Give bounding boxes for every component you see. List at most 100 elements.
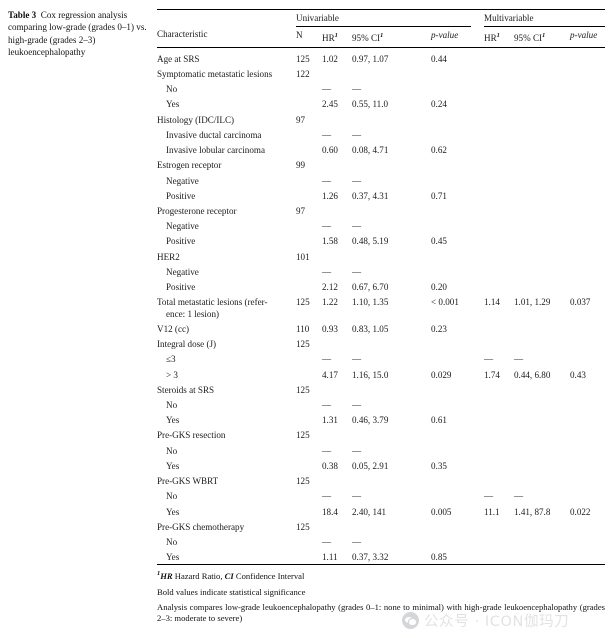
row-univariable-hr (322, 336, 352, 351)
row-gap (471, 218, 484, 233)
row-characteristic: No (166, 84, 178, 95)
row-multivariable-ci (514, 127, 570, 142)
row-univariable-hr: — (322, 266, 332, 277)
row-univariable-hr: — (322, 129, 332, 140)
table-caption-label: Table 3 (8, 10, 37, 20)
row-characteristic: Integral dose (J) (157, 339, 217, 350)
table-head: Univariable Multivariable Characteristic… (157, 9, 605, 49)
row-characteristic: No (166, 399, 178, 410)
row-multivariable-pvalue (570, 96, 605, 111)
row-multivariable-hr (484, 534, 514, 549)
row-multivariable-ci (514, 458, 570, 473)
row-univariable-ci (352, 427, 414, 442)
row-univariable-hr: — (322, 175, 332, 186)
row-univariable-hr: — (322, 491, 332, 502)
rule-top (157, 9, 605, 10)
row-multivariable-pvalue (570, 412, 605, 427)
col-header-gap (471, 26, 484, 47)
footnote-marker: 1 (157, 570, 161, 577)
row-multivariable-hr (484, 127, 514, 142)
row-univariable-ci (352, 203, 414, 218)
table-row: Yes 1.11 0.37, 3.32 0.85 (157, 549, 605, 565)
row-multivariable-ci: 1.41, 87.8 (514, 506, 551, 517)
table-row: Yes 2.45 0.55, 11.0 0.24 (157, 96, 605, 111)
row-univariable-ci (352, 519, 414, 534)
row-n (296, 351, 322, 366)
col-header-characteristic: Characteristic (157, 29, 208, 40)
row-characteristic: Steroids at SRS (157, 384, 215, 395)
row-univariable-hr: 2.45 (322, 99, 338, 110)
row-n: 125 (296, 384, 310, 395)
row-univariable-hr: — (322, 84, 332, 95)
row-multivariable-hr (484, 279, 514, 294)
row-univariable-pvalue: 0.24 (431, 99, 447, 110)
row-multivariable-pvalue (570, 48, 605, 66)
row-univariable-pvalue: 0.71 (431, 190, 447, 201)
table-row: No — — (157, 443, 605, 458)
row-characteristic: Pre-GKS WBRT (157, 476, 219, 487)
row-n (296, 96, 322, 111)
row-n: 99 (296, 160, 306, 171)
group-header-gap (471, 10, 484, 26)
row-univariable-hr: — (322, 399, 332, 410)
row-n (296, 127, 322, 142)
row-multivariable-hr (484, 172, 514, 187)
row-multivariable-hr (484, 249, 514, 264)
row-gap (471, 294, 484, 320)
row-univariable-pvalue (414, 519, 471, 534)
row-univariable-pvalue: 0.23 (431, 323, 447, 334)
row-multivariable-hr (484, 382, 514, 397)
row-multivariable-ci: 0.44, 6.80 (514, 369, 551, 380)
row-characteristic: Yes (166, 506, 180, 517)
row-multivariable-hr (484, 427, 514, 442)
row-multivariable-hr (484, 549, 514, 565)
row-univariable-ci: — (352, 175, 362, 186)
row-univariable-hr: 1.11 (322, 552, 338, 563)
group-header-multivariable: Multivariable (484, 10, 605, 27)
table-row: Integral dose (J) 125 (157, 336, 605, 351)
abbr-hr-definition: Hazard Ratio, (172, 570, 225, 581)
row-univariable-pvalue: 0.85 (431, 552, 447, 563)
row-multivariable-pvalue (570, 172, 605, 187)
row-univariable-pvalue: 0.44 (431, 53, 447, 64)
row-gap (471, 66, 484, 81)
table-row: No — — (157, 397, 605, 412)
row-univariable-hr: 1.58 (322, 236, 338, 247)
row-characteristic: Invasive lobular carcinoma (166, 145, 265, 156)
row-multivariable-ci (514, 249, 570, 264)
row-characteristic: Negative (166, 175, 199, 186)
row-multivariable-hr (484, 96, 514, 111)
row-univariable-hr (322, 427, 352, 442)
row-univariable-ci: 0.55, 11.0 (352, 99, 389, 110)
row-gap (471, 264, 484, 279)
row-univariable-ci (352, 111, 414, 126)
row-multivariable-pvalue (570, 264, 605, 279)
row-univariable-ci: — (352, 84, 362, 95)
row-multivariable-hr: — (484, 491, 494, 502)
row-univariable-pvalue (414, 203, 471, 218)
row-univariable-pvalue: 0.029 (431, 369, 452, 380)
table-caption-text: Cox regression analysis comparing low-gr… (8, 10, 147, 57)
row-univariable-pvalue: 0.005 (431, 506, 452, 517)
table-row: Negative — — (157, 264, 605, 279)
row-multivariable-ci (514, 172, 570, 187)
row-n (296, 172, 322, 187)
rule-header-bottom (157, 47, 605, 49)
row-multivariable-ci (514, 96, 570, 111)
row-multivariable-hr (484, 142, 514, 157)
row-gap (471, 503, 484, 518)
row-multivariable-hr (484, 66, 514, 81)
row-multivariable-hr (484, 412, 514, 427)
rule-bottom (157, 564, 605, 566)
row-univariable-ci (352, 382, 414, 397)
table-row: ≤3 — — — — (157, 351, 605, 366)
table-row: Yes 18.4 2.40, 141 0.005 11.1 1.41, 87.8 0.022 (157, 503, 605, 518)
row-multivariable-ci (514, 81, 570, 96)
abbr-ci-definition: Confidence Interval (233, 570, 305, 581)
row-univariable-ci (352, 66, 414, 81)
row-multivariable-ci (514, 534, 570, 549)
row-gap (471, 127, 484, 142)
row-univariable-pvalue (414, 218, 471, 233)
table-row: Yes 0.38 0.05, 2.91 0.35 (157, 458, 605, 473)
row-multivariable-pvalue (570, 279, 605, 294)
